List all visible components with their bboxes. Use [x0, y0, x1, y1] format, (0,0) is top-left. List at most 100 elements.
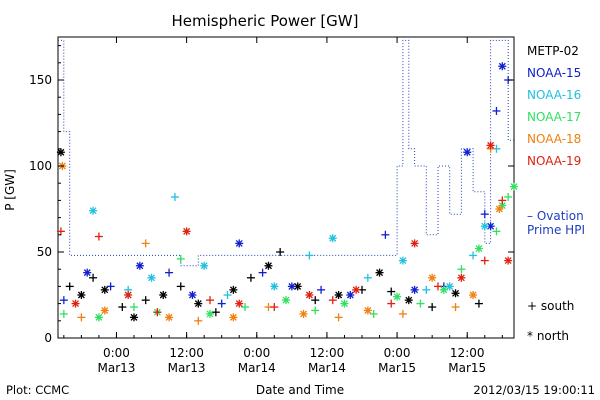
- marker-noaa-19: [480, 256, 489, 265]
- marker-noaa-19: [235, 299, 244, 308]
- marker-noaa-19: [504, 256, 513, 265]
- marker-noaa-16: [200, 261, 209, 270]
- marker-metp-02: [229, 285, 238, 294]
- marker-noaa-19: [56, 227, 65, 236]
- marker-noaa-18: [334, 313, 343, 322]
- footer-credit: Plot: CCMC: [6, 383, 69, 397]
- marker-noaa-15: [135, 261, 144, 270]
- marker-metp-02: [428, 303, 437, 312]
- marker-noaa-17: [59, 309, 68, 318]
- marker-noaa-15: [317, 285, 326, 294]
- marker-noaa-17: [439, 285, 448, 294]
- marker-noaa-15: [83, 268, 92, 277]
- marker-noaa-18: [299, 309, 308, 318]
- marker-noaa-15: [287, 282, 296, 291]
- marker-noaa-19: [486, 141, 495, 150]
- marker-noaa-18: [229, 313, 238, 322]
- marker-noaa-16: [223, 291, 232, 299]
- marker-noaa-19: [94, 232, 103, 241]
- marker-metp-02: [246, 273, 255, 282]
- marker-noaa-17: [311, 306, 320, 315]
- marker-metp-02: [56, 148, 65, 157]
- y-tick-label: 0: [44, 331, 52, 345]
- marker-metp-02: [334, 291, 343, 299]
- marker-metp-02: [159, 291, 168, 299]
- marker-metp-02: [77, 291, 86, 299]
- marker-noaa-18: [428, 273, 437, 282]
- marker-metp-02: [89, 273, 98, 282]
- marker-noaa-17: [492, 227, 501, 236]
- marker-noaa-18: [77, 313, 86, 322]
- marker-noaa-16: [469, 251, 478, 260]
- marker-noaa-16: [480, 222, 489, 231]
- marker-noaa-15: [346, 291, 355, 299]
- marker-noaa-15: [165, 268, 174, 277]
- marker-noaa-17: [130, 303, 138, 312]
- x-tick-label-date: Mar13: [98, 361, 136, 375]
- marker-noaa-18: [141, 239, 150, 248]
- marker-noaa-17: [340, 299, 349, 308]
- marker-noaa-19: [434, 282, 442, 291]
- marker-noaa-17: [393, 292, 402, 301]
- x-tick-label-date: Mar15: [448, 361, 486, 375]
- marker-noaa-19: [305, 291, 314, 299]
- marker-noaa-15: [188, 291, 197, 299]
- marker-noaa-16: [305, 251, 314, 260]
- legend-marker-south: + south: [527, 299, 574, 313]
- marker-noaa-18: [451, 303, 460, 312]
- marker-noaa-15: [106, 282, 115, 291]
- marker-noaa-18: [165, 313, 174, 322]
- x-tick-label-time: 12:00: [169, 346, 204, 360]
- marker-noaa-17: [206, 309, 214, 318]
- marker-noaa-17: [369, 309, 378, 318]
- marker-noaa-17: [510, 182, 518, 191]
- marker-noaa-17: [241, 303, 250, 312]
- marker-metp-02: [404, 296, 413, 305]
- x-tick-label-date: Mar15: [378, 361, 416, 375]
- marker-metp-02: [141, 296, 150, 305]
- y-tick-label: 100: [29, 159, 52, 173]
- marker-noaa-15: [463, 148, 472, 157]
- marker-noaa-15: [480, 210, 489, 219]
- marker-noaa-17: [176, 254, 185, 263]
- marker-metp-02: [311, 296, 320, 305]
- marker-noaa-16: [147, 273, 156, 282]
- marker-noaa-18: [100, 306, 109, 315]
- marker-noaa-17: [457, 265, 466, 274]
- marker-noaa-19: [153, 308, 162, 317]
- chart-title: Hemispheric Power [GW]: [172, 12, 359, 30]
- marker-noaa-19: [328, 296, 337, 305]
- marker-noaa-19: [498, 196, 507, 205]
- y-axis-label: P [GW]: [3, 169, 17, 211]
- marker-noaa-15: [258, 268, 267, 277]
- marker-noaa-19: [270, 303, 279, 312]
- marker-noaa-19: [387, 299, 396, 308]
- legend-entry-noaa-18: NOAA-18: [527, 132, 581, 146]
- x-axis-label: Date and Time: [256, 383, 344, 397]
- marker-noaa-16: [398, 256, 407, 265]
- marker-metp-02: [65, 282, 74, 291]
- legend-entry-noaa-19: NOAA-19: [527, 154, 581, 168]
- marker-noaa-15: [235, 239, 244, 248]
- data-markers: [56, 62, 518, 325]
- marker-metp-02: [375, 268, 384, 277]
- marker-noaa-19: [124, 291, 133, 299]
- x-tick-label-time: 0:00: [384, 346, 411, 360]
- marker-noaa-16: [363, 273, 372, 282]
- marker-metp-02: [211, 308, 220, 317]
- marker-noaa-17: [94, 313, 103, 322]
- x-tick-label-time: 12:00: [310, 346, 345, 360]
- marker-metp-02: [176, 282, 185, 291]
- marker-metp-02: [451, 289, 460, 298]
- legend-entry-noaa-17: NOAA-17: [527, 110, 581, 124]
- marker-metp-02: [387, 287, 396, 296]
- marker-metp-02: [474, 299, 483, 308]
- legend-ovation-line2: Prime HPI: [527, 223, 585, 237]
- marker-noaa-19: [206, 296, 214, 305]
- x-tick-label-time: 0:00: [243, 346, 270, 360]
- marker-noaa-19: [71, 299, 80, 308]
- marker-noaa-17: [282, 296, 290, 305]
- y-tick-label: 150: [29, 73, 52, 87]
- marker-noaa-15: [498, 62, 507, 71]
- y-tick-label: 50: [37, 245, 52, 259]
